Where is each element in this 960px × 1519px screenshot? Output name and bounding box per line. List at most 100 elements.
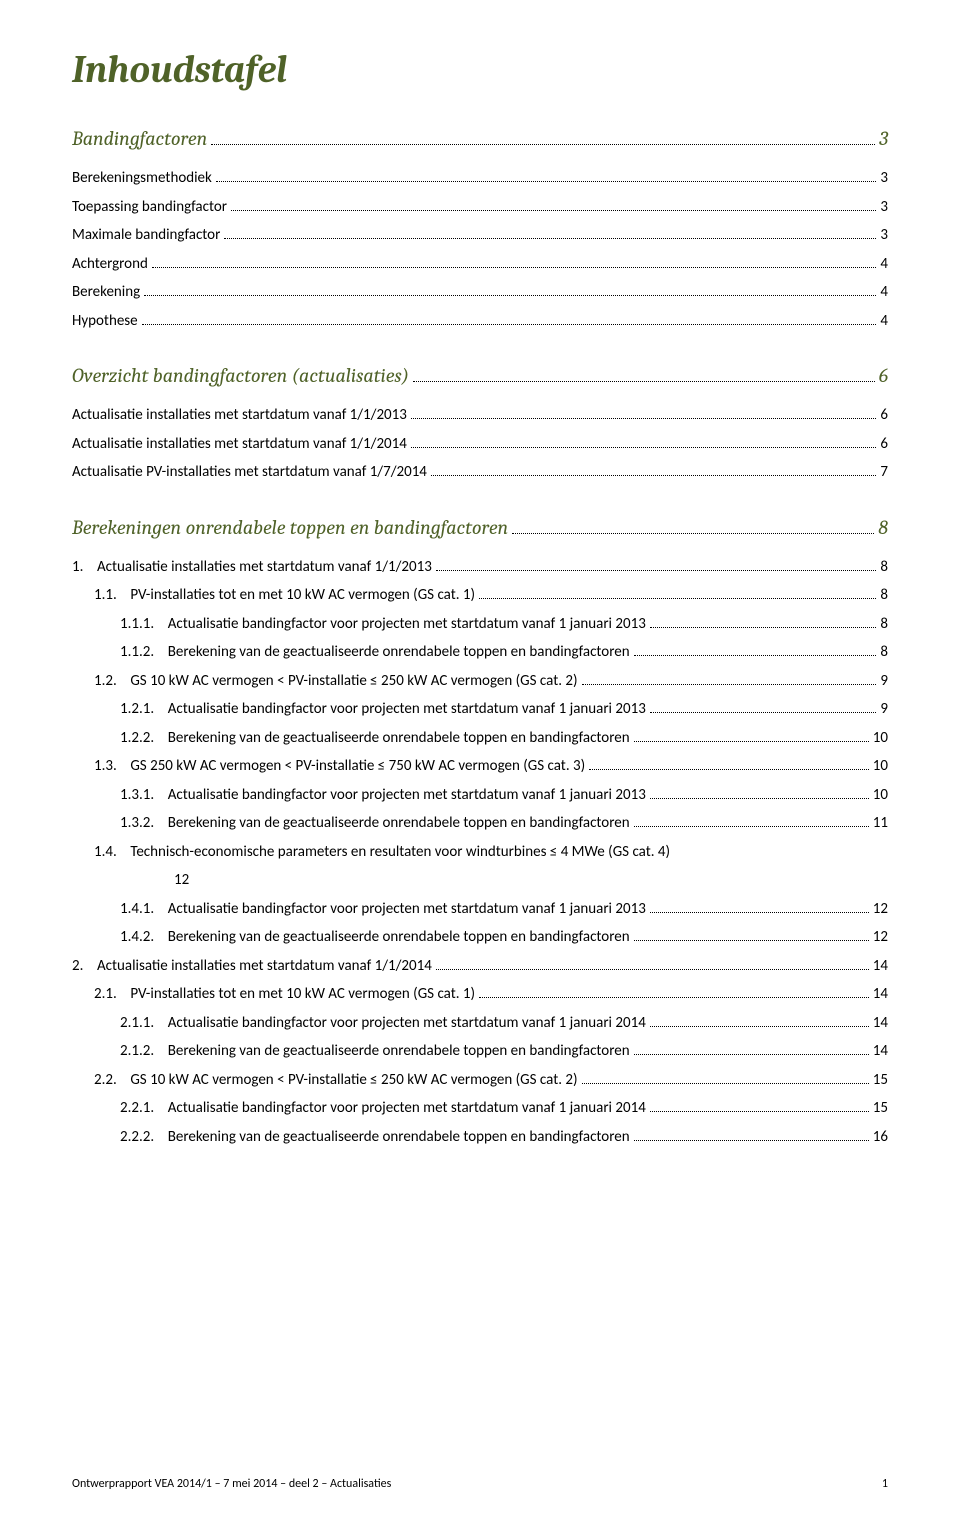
toc-entry: 1.3. GS 250 kW AC vermogen < PV-installa… (72, 752, 888, 781)
toc-entry-label: Actualisatie installaties met startdatum… (72, 401, 407, 430)
toc-section-heading-row: Bandingfactoren 3 (72, 120, 888, 164)
toc-entry-label: Toepassing bandingfactor (72, 193, 227, 222)
toc-entry: 2.1.1. Actualisatie bandingfactor voor p… (72, 1009, 888, 1038)
toc-entry-label: 2.2.2. Berekening van de geactualiseerde… (120, 1123, 630, 1152)
toc-entry-label: Maximale bandingfactor (72, 221, 220, 250)
toc-leader (634, 1140, 869, 1141)
toc-entry-page: 14 (873, 1037, 888, 1066)
toc-entry-label: 1.2. GS 10 kW AC vermogen < PV-installat… (94, 667, 578, 696)
toc-entry-page: 14 (873, 980, 888, 1009)
toc-entry: Berekeningsmethodiek 3 (72, 164, 888, 193)
toc-entry-label: 12 (174, 866, 189, 895)
toc-entry: 1.1.1. Actualisatie bandingfactor voor p… (72, 610, 888, 639)
toc-entry: 1.3.2. Berekening van de geactualiseerde… (72, 809, 888, 838)
toc-section-page: 8 (878, 509, 888, 547)
toc-entry-page: 8 (880, 553, 888, 582)
toc-section-heading-row: Overzicht bandingfactoren (actualisaties… (72, 357, 888, 401)
toc-entry: 2.2. GS 10 kW AC vermogen < PV-installat… (72, 1066, 888, 1095)
toc-leader (634, 741, 869, 742)
toc-entry-label: 1.1.1. Actualisatie bandingfactor voor p… (120, 610, 646, 639)
toc-entry: 1.2. GS 10 kW AC vermogen < PV-installat… (72, 667, 888, 696)
toc-entry-page: 8 (880, 581, 888, 610)
toc-entry-page: 9 (880, 667, 888, 696)
toc-entry-page: 10 (873, 781, 888, 810)
toc-section-heading: Bandingfactoren (72, 120, 207, 158)
toc-leader (512, 533, 874, 534)
toc-entry: Toepassing bandingfactor 3 (72, 193, 888, 222)
toc-entry-label: 1.4.2. Berekening van de geactualiseerde… (120, 923, 630, 952)
toc-leader (634, 826, 869, 827)
toc-leader (144, 295, 876, 296)
toc-entry: 2.1. PV-installaties tot en met 10 kW AC… (72, 980, 888, 1009)
toc-entry-page: 15 (873, 1094, 888, 1123)
toc-entry-page: 16 (873, 1123, 888, 1152)
toc-entry-label: 1.1. PV-installaties tot en met 10 kW AC… (94, 581, 475, 610)
toc-entry-page: 15 (873, 1066, 888, 1095)
toc-leader (650, 1111, 869, 1112)
toc-entry: Actualisatie PV-installaties met startda… (72, 458, 888, 487)
toc-entry-label: Hypothese (72, 307, 138, 336)
page-footer: Ontwerprapport VEA 2014/1 – 7 mei 2014 –… (72, 1477, 888, 1491)
toc-entry-page: 14 (873, 1009, 888, 1038)
toc-entry: 2.2.2. Berekening van de geactualiseerde… (72, 1123, 888, 1152)
toc-leader (231, 210, 876, 211)
toc-section: Overzicht bandingfactoren (actualisaties… (72, 357, 888, 487)
toc-entry: Berekening 4 (72, 278, 888, 307)
toc-section-heading: Berekeningen onrendabele toppen en bandi… (72, 509, 508, 547)
toc-entry-label: 2.2. GS 10 kW AC vermogen < PV-installat… (94, 1066, 578, 1095)
toc-entry-page: 7 (880, 458, 888, 487)
table-of-contents: Bandingfactoren 3Berekeningsmethodiek 3T… (72, 120, 888, 1151)
toc-leader (436, 570, 877, 571)
toc-entry-page: 4 (880, 278, 888, 307)
toc-leader (650, 798, 869, 799)
toc-entry-label: 1.4. Technisch-economische parameters en… (94, 838, 670, 867)
toc-entry-page: 6 (880, 401, 888, 430)
toc-entry-label: 1.2.1. Actualisatie bandingfactor voor p… (120, 695, 646, 724)
toc-entry-page: 11 (873, 809, 888, 838)
toc-entry-page: 8 (880, 610, 888, 639)
toc-section-page: 6 (879, 357, 888, 395)
toc-entry: 1.3.1. Actualisatie bandingfactor voor p… (72, 781, 888, 810)
toc-leader (411, 418, 877, 419)
toc-entry-label: 2.1.2. Berekening van de geactualiseerde… (120, 1037, 630, 1066)
toc-entry: Hypothese 4 (72, 307, 888, 336)
toc-leader (142, 324, 877, 325)
toc-entry: 12 (72, 866, 888, 895)
footer-left: Ontwerprapport VEA 2014/1 – 7 mei 2014 –… (72, 1477, 391, 1491)
toc-section: Berekeningen onrendabele toppen en bandi… (72, 509, 888, 1152)
toc-leader (479, 598, 876, 599)
toc-leader (431, 475, 876, 476)
toc-section-heading: Overzicht bandingfactoren (actualisaties… (72, 357, 409, 395)
toc-leader (634, 655, 877, 656)
toc-entry-label: 1.4.1. Actualisatie bandingfactor voor p… (120, 895, 646, 924)
toc-entry-page: 6 (880, 430, 888, 459)
toc-entry-page: 3 (880, 164, 888, 193)
toc-entry: 2. Actualisatie installaties met startda… (72, 952, 888, 981)
toc-entry: 1.4. Technisch-economische parameters en… (72, 838, 888, 867)
toc-leader (152, 267, 877, 268)
toc-leader (582, 1083, 869, 1084)
toc-entry-label: 1.3.2. Berekening van de geactualiseerde… (120, 809, 630, 838)
toc-entry-label: Actualisatie PV-installaties met startda… (72, 458, 427, 487)
toc-leader (589, 769, 869, 770)
toc-entry: Actualisatie installaties met startdatum… (72, 401, 888, 430)
toc-entry: 1.4.1. Actualisatie bandingfactor voor p… (72, 895, 888, 924)
toc-entry: 1.4.2. Berekening van de geactualiseerde… (72, 923, 888, 952)
toc-entry: 2.2.1. Actualisatie bandingfactor voor p… (72, 1094, 888, 1123)
toc-leader (479, 997, 869, 998)
toc-entry-label: 1. Actualisatie installaties met startda… (72, 553, 432, 582)
toc-entry-page: 4 (880, 250, 888, 279)
toc-entry-page: 14 (873, 952, 888, 981)
toc-entry: 2.1.2. Berekening van de geactualiseerde… (72, 1037, 888, 1066)
toc-entry: 1.2.1. Actualisatie bandingfactor voor p… (72, 695, 888, 724)
toc-leader (634, 1054, 869, 1055)
toc-entry-label: 2.2.1. Actualisatie bandingfactor voor p… (120, 1094, 646, 1123)
toc-entry-page: 4 (880, 307, 888, 336)
toc-leader (650, 1026, 869, 1027)
toc-entry: Achtergrond 4 (72, 250, 888, 279)
toc-leader (224, 238, 876, 239)
toc-section-page: 3 (879, 120, 888, 158)
toc-entry: 1. Actualisatie installaties met startda… (72, 553, 888, 582)
document-page: Inhoudstafel Bandingfactoren 3Berekening… (0, 0, 960, 1519)
toc-leader (650, 912, 869, 913)
